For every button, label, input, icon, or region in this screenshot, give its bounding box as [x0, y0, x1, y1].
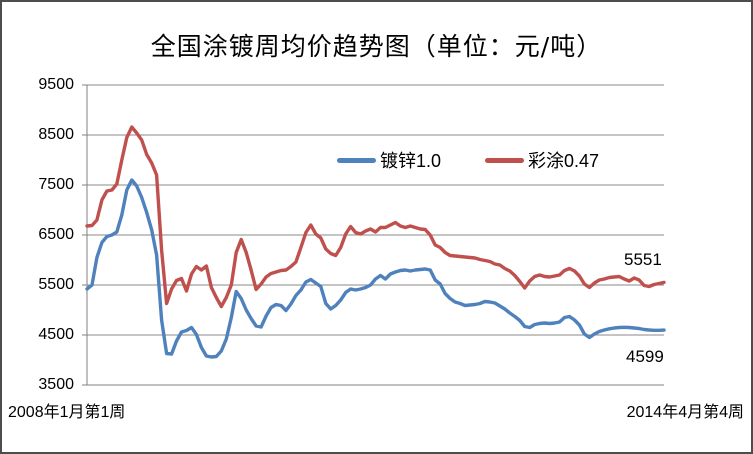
legend-swatch-color-coated-icon — [485, 157, 525, 163]
legend-item-galvanized: 镀锌1.0 — [337, 147, 441, 173]
x-axis-end-label: 2014年4月第4周 — [626, 404, 744, 421]
data-label-color-coated-end: 5551 — [624, 250, 662, 269]
y-axis-tick-label: 6500 — [38, 226, 74, 243]
legend-swatch-galvanized-icon — [337, 157, 376, 163]
legend: 镀锌1.0 彩涂0.47 — [337, 147, 599, 173]
series-line-color-coated — [85, 125, 666, 309]
legend-label-galvanized: 镀锌1.0 — [380, 151, 442, 171]
y-axis-tick-label: 8500 — [38, 126, 74, 143]
y-axis-tick-label: 3500 — [38, 376, 74, 393]
y-axis-tick-label: 4500 — [38, 326, 74, 343]
y-axis-tick-label: 9500 — [38, 76, 74, 93]
chart-title: 全国涂镀周均价趋势图（单位：元/吨） — [150, 32, 603, 61]
x-axis-start-label: 2008年1月第1周 — [8, 404, 126, 421]
data-label-galvanized-end: 4599 — [626, 347, 664, 366]
y-axis-tick-label: 5500 — [38, 276, 74, 293]
legend-label-color-coated: 彩涂0.47 — [528, 151, 600, 171]
legend-item-color-coated: 彩涂0.47 — [485, 147, 599, 173]
series-line-galvanized — [85, 178, 666, 359]
y-axis-tick-label: 7500 — [38, 176, 74, 193]
